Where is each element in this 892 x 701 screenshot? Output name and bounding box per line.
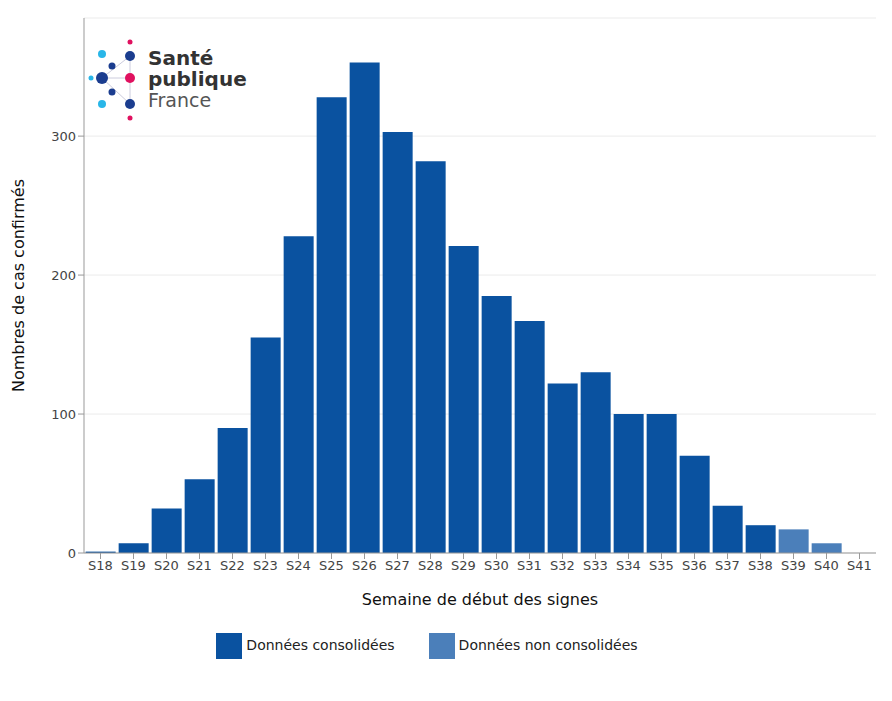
svg-text:S26: S26 xyxy=(352,558,377,573)
svg-text:S30: S30 xyxy=(484,558,509,573)
svg-text:300: 300 xyxy=(51,129,76,144)
svg-text:S32: S32 xyxy=(550,558,575,573)
svg-text:Semaine de début des signes: Semaine de début des signes xyxy=(362,590,598,609)
svg-text:200: 200 xyxy=(51,268,76,283)
html-text:France: France xyxy=(148,88,212,111)
svg-text:S34: S34 xyxy=(616,558,641,573)
svg-text:S31: S31 xyxy=(517,558,542,573)
svg-text:S38: S38 xyxy=(748,558,773,573)
svg-text:S37: S37 xyxy=(715,558,740,573)
svg-text:S39: S39 xyxy=(781,558,806,573)
svg-text:S33: S33 xyxy=(583,558,608,573)
svg-text:S20: S20 xyxy=(154,558,179,573)
svg-text:S23: S23 xyxy=(253,558,278,573)
svg-text:S19: S19 xyxy=(121,558,146,573)
svg-text:S18: S18 xyxy=(88,558,113,573)
html-text:Santé: Santé xyxy=(148,45,214,70)
svg-text:S21: S21 xyxy=(187,558,212,573)
html-text:Données non consolidées: Données non consolidées xyxy=(458,637,638,653)
svg-text:S41: S41 xyxy=(847,558,872,573)
svg-text:S40: S40 xyxy=(814,558,839,573)
svg-text:S25: S25 xyxy=(319,558,344,573)
html-text:publique: publique xyxy=(148,66,247,91)
svg-text:0: 0 xyxy=(68,546,76,561)
svg-text:S28: S28 xyxy=(418,558,443,573)
svg-text:S22: S22 xyxy=(220,558,245,573)
svg-text:S35: S35 xyxy=(649,558,674,573)
svg-text:S36: S36 xyxy=(682,558,707,573)
svg-text:S24: S24 xyxy=(286,558,311,573)
svg-text:S29: S29 xyxy=(451,558,476,573)
svg-text:S27: S27 xyxy=(385,558,410,573)
html-text:Données consolidées: Données consolidées xyxy=(246,637,395,653)
svg-text:Nombres de cas confirmés: Nombres de cas confirmés xyxy=(9,179,28,392)
svg-text:100: 100 xyxy=(51,407,76,422)
